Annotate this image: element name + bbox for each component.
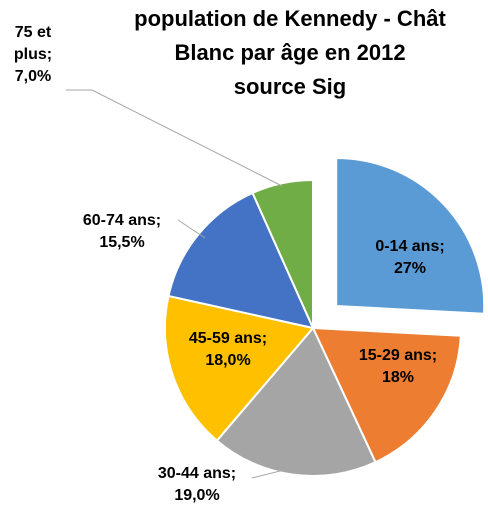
data-label: 15-29 ans; 18%: [343, 345, 453, 389]
label-value: 18,0%: [205, 352, 251, 369]
label-value: 7,0%: [14, 68, 52, 85]
label-value: 18%: [381, 369, 415, 386]
pie-slice: [335, 156, 486, 315]
pie-slice: [311, 326, 462, 464]
label-value: 19,0%: [174, 487, 220, 504]
pie-slice: [167, 191, 315, 330]
data-label: 60-74 ans; 15,5%: [67, 210, 177, 254]
label-category: 75 et plus;: [13, 24, 53, 63]
label-category: 0-14 ans;: [375, 238, 445, 255]
label-value: 27%: [393, 260, 427, 277]
label-category: 60-74 ans;: [82, 212, 162, 229]
label-category: 15-29 ans;: [358, 347, 438, 364]
data-label: 45-59 ans; 18,0%: [173, 328, 283, 372]
chart-title: Blanc par âge en 2012: [174, 40, 406, 65]
chart-title: population de Kennedy - Chât: [134, 6, 446, 31]
data-label: 0-14 ans; 27%: [355, 236, 465, 280]
label-value: 15,5%: [99, 234, 145, 251]
leader-line: [177, 219, 206, 239]
chart-title: source Sig: [233, 74, 347, 99]
pie-slice: [251, 178, 314, 329]
label-category: 45-59 ans;: [188, 330, 268, 347]
pie-slice: [164, 294, 315, 442]
leader-line: [66, 89, 283, 187]
pie-slice: [215, 326, 377, 477]
leader-line: [251, 465, 301, 479]
data-label: 30-44 ans; 19,0%: [142, 463, 252, 507]
data-label: 75 et plus; 7,0%: [3, 22, 63, 88]
label-category: 30-44 ans;: [157, 465, 237, 482]
